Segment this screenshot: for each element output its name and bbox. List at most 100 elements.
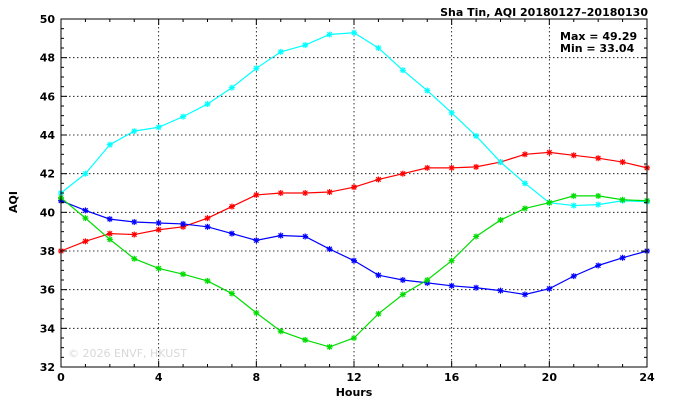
marker-stroke xyxy=(180,113,186,120)
marker-stroke xyxy=(302,42,308,48)
y-tick-label: 32 xyxy=(40,361,55,374)
marker-stroke xyxy=(131,231,137,238)
data-point xyxy=(228,290,235,297)
data-point xyxy=(204,101,211,108)
marker-stroke xyxy=(497,217,504,223)
data-point xyxy=(302,42,309,49)
marker-stroke xyxy=(546,199,553,206)
data-point xyxy=(326,246,333,253)
marker-stroke xyxy=(131,256,137,262)
data-point xyxy=(277,328,284,335)
marker-stroke xyxy=(497,159,504,165)
marker-stroke xyxy=(180,271,186,277)
marker-stroke xyxy=(302,337,308,343)
data-point xyxy=(277,232,284,239)
y-tick-label: 38 xyxy=(40,245,55,258)
marker-stroke xyxy=(131,128,137,134)
data-point xyxy=(546,285,553,292)
data-point xyxy=(595,201,602,208)
data-point xyxy=(399,291,406,298)
marker-stroke xyxy=(204,101,211,107)
data-point xyxy=(82,215,89,222)
data-point xyxy=(570,273,577,280)
data-point xyxy=(570,192,577,199)
series-0 xyxy=(58,149,650,254)
data-point xyxy=(155,226,162,233)
x-tick-label: 0 xyxy=(57,371,65,384)
data-point xyxy=(521,205,528,212)
marker-stroke xyxy=(326,189,333,195)
marker-stroke xyxy=(424,277,430,283)
data-point xyxy=(82,238,89,245)
data-point xyxy=(351,335,357,341)
y-tick-label: 46 xyxy=(40,90,56,103)
data-point xyxy=(131,231,138,238)
chart-title: Sha Tin, AQI 20180127–20180130 xyxy=(440,6,648,19)
y-tick-label: 34 xyxy=(40,322,56,335)
data-point xyxy=(375,176,382,183)
data-point xyxy=(155,265,162,272)
marker-stroke xyxy=(326,246,333,252)
x-tick-label: 16 xyxy=(444,371,460,384)
data-point xyxy=(473,284,480,291)
marker-stroke xyxy=(400,67,406,73)
data-point xyxy=(277,48,284,55)
marker-stroke xyxy=(595,155,601,161)
data-point xyxy=(106,236,113,243)
marker-stroke xyxy=(155,220,162,226)
marker-stroke xyxy=(204,278,211,284)
data-point xyxy=(546,149,553,156)
marker-stroke xyxy=(107,216,113,222)
marker-stroke xyxy=(107,141,113,148)
data-point xyxy=(595,192,602,199)
marker-stroke xyxy=(351,335,357,341)
data-point xyxy=(619,254,626,261)
marker-stroke xyxy=(278,190,284,196)
data-point xyxy=(595,262,602,269)
marker-stroke xyxy=(375,311,382,317)
marker-stroke xyxy=(448,165,455,171)
marker-stroke xyxy=(400,291,406,298)
data-point xyxy=(204,277,211,284)
marker-stroke xyxy=(497,287,504,294)
marker-stroke xyxy=(302,233,308,240)
data-point xyxy=(424,277,431,283)
series-layer xyxy=(58,29,650,350)
axis-ticks xyxy=(60,18,648,368)
data-point xyxy=(155,124,162,131)
data-point xyxy=(302,336,309,343)
marker-stroke xyxy=(229,203,235,210)
marker-stroke xyxy=(571,273,577,279)
marker-stroke xyxy=(204,224,211,230)
marker-stroke xyxy=(473,164,479,170)
data-point xyxy=(497,159,504,166)
marker-stroke xyxy=(522,291,528,298)
marker-stroke xyxy=(619,255,626,261)
marker-stroke xyxy=(278,49,284,55)
data-point xyxy=(302,233,309,240)
y-tick-label: 40 xyxy=(40,206,56,219)
marker-stroke xyxy=(619,159,626,165)
marker-stroke xyxy=(131,219,137,225)
data-point xyxy=(302,190,309,196)
y-axis-label: AQI xyxy=(7,191,20,213)
marker-stroke xyxy=(253,310,260,316)
y-tick-label: 48 xyxy=(40,52,55,65)
data-point xyxy=(375,310,382,317)
data-point xyxy=(351,257,357,264)
data-point xyxy=(448,257,455,264)
marker-stroke xyxy=(400,170,406,177)
marker-stroke xyxy=(448,283,455,289)
marker-stroke xyxy=(326,31,333,38)
y-tick-label: 44 xyxy=(40,129,56,142)
data-point xyxy=(497,287,504,294)
data-point xyxy=(326,31,333,38)
data-point xyxy=(375,272,382,279)
data-point xyxy=(180,220,187,227)
watermark-text: © 2026 ENVF, HKUST xyxy=(68,347,187,360)
marker-stroke xyxy=(326,344,333,350)
marker-stroke xyxy=(424,87,430,94)
marker-stroke xyxy=(522,205,528,212)
marker-stroke xyxy=(278,328,284,334)
x-tick-label: 8 xyxy=(253,371,261,384)
